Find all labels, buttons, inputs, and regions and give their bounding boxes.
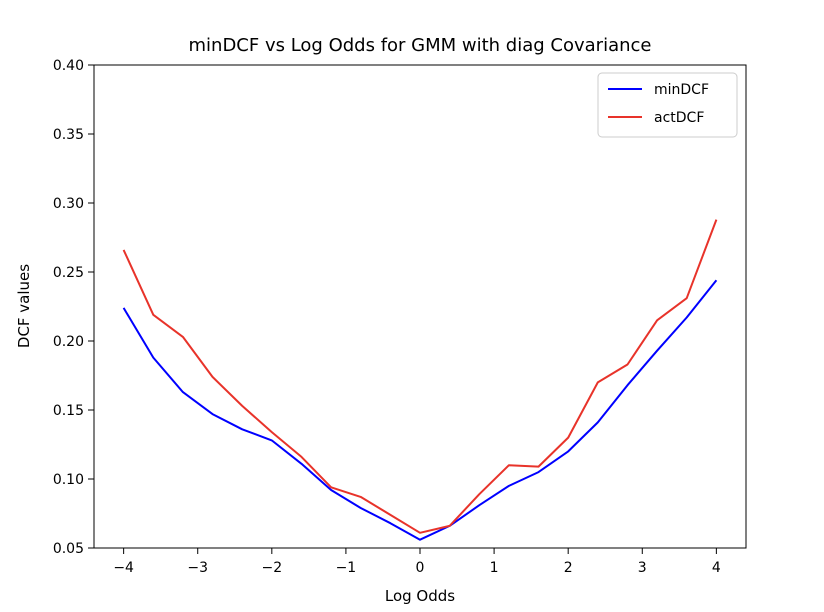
x-tick-label: −1 xyxy=(336,560,357,576)
x-axis-title: Log Odds xyxy=(385,587,455,605)
y-tick-label: 0.30 xyxy=(53,196,84,212)
series-line-actDCF xyxy=(122,219,718,534)
legend: minDCF actDCF xyxy=(597,72,738,138)
y-tick-label: 0.25 xyxy=(53,265,84,281)
y-tick-label: 0.40 xyxy=(53,58,84,74)
x-tick-label: 2 xyxy=(564,560,573,576)
plot-lines xyxy=(122,219,718,541)
x-tick-label: 0 xyxy=(416,560,425,576)
legend-label-actDCF: actDCF xyxy=(654,110,704,126)
y-axis: 0.05 0.10 0.15 0.20 0.25 0.30 0.35 0.40 xyxy=(53,58,94,557)
y-tick-label: 0.20 xyxy=(53,334,84,350)
series-line-minDCF xyxy=(122,279,718,541)
y-tick-label: 0.05 xyxy=(53,541,84,557)
x-tick-label: −2 xyxy=(261,560,282,576)
y-tick-label: 0.35 xyxy=(53,127,84,143)
x-axis: −4 −3 −2 −1 0 1 2 3 4 xyxy=(113,548,721,576)
legend-label-minDCF: minDCF xyxy=(654,82,709,98)
y-axis-title: DCF values xyxy=(15,264,33,348)
x-tick-label: 1 xyxy=(490,560,499,576)
x-tick-label: −3 xyxy=(187,560,208,576)
x-tick-label: −4 xyxy=(113,560,134,576)
x-tick-label: 3 xyxy=(638,560,647,576)
y-tick-label: 0.15 xyxy=(53,403,84,419)
y-tick-label: 0.10 xyxy=(53,472,84,488)
x-tick-label: 4 xyxy=(712,560,721,576)
chart-title: minDCF vs Log Odds for GMM with diag Cov… xyxy=(189,35,652,56)
